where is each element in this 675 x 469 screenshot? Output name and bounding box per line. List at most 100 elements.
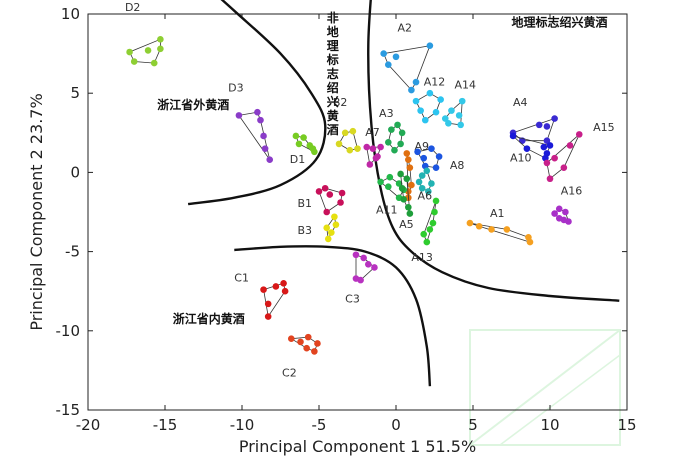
series-B3: B3 <box>297 213 340 243</box>
data-point <box>551 154 558 162</box>
data-point <box>408 181 415 189</box>
data-point <box>380 50 387 57</box>
data-point <box>405 203 412 211</box>
data-point <box>264 300 272 308</box>
data-point <box>314 340 321 347</box>
data-point <box>423 167 431 175</box>
group-label: A1 <box>490 207 505 220</box>
data-point <box>254 108 261 116</box>
series-A5: A5 <box>397 170 414 231</box>
data-point <box>363 143 371 151</box>
region-label: 浙江省内黄酒 <box>173 311 245 326</box>
x-axis-title: Principal Component 1 51.5% <box>239 437 476 456</box>
data-point <box>341 129 349 137</box>
data-point <box>543 123 551 130</box>
series-D1: D1 <box>290 132 318 166</box>
series-A15: A15 <box>543 121 615 183</box>
group-label: C1 <box>234 272 249 285</box>
y-tick-label: 10 <box>61 5 80 23</box>
data-point <box>260 286 267 293</box>
data-point <box>403 175 411 183</box>
group-label: A2 <box>398 21 413 34</box>
data-point <box>371 264 378 271</box>
boundary-curve <box>367 0 620 302</box>
boundary-curve <box>187 0 327 206</box>
data-point <box>523 145 531 152</box>
data-point <box>360 254 367 262</box>
series-B2: B2 <box>333 96 361 154</box>
data-point <box>403 150 411 157</box>
data-point <box>281 287 289 295</box>
series-A7: A7 <box>363 126 384 168</box>
y-tick-label: -15 <box>56 401 81 419</box>
group-label: A12 <box>424 75 446 88</box>
y-tick-label: -10 <box>56 322 81 340</box>
group-label: D2 <box>125 1 140 14</box>
x-axis-ticks: -20 -15 -10 -5 0 5 10 15 <box>76 14 637 434</box>
data-point <box>328 229 335 236</box>
data-point <box>420 230 428 238</box>
data-point <box>551 115 558 122</box>
data-point <box>418 172 426 179</box>
data-point <box>391 146 398 154</box>
data-point <box>261 145 269 152</box>
data-point <box>369 145 377 152</box>
data-point <box>157 36 164 43</box>
data-point <box>448 107 455 114</box>
region-label: 浙江省外黄酒 <box>157 97 229 112</box>
data-point <box>398 184 406 192</box>
group-label: C3 <box>345 292 360 305</box>
data-point <box>397 170 404 178</box>
data-point <box>414 148 421 156</box>
data-point <box>338 189 346 197</box>
data-point <box>324 235 332 243</box>
data-point <box>377 178 384 186</box>
data-point <box>392 53 400 61</box>
data-point <box>555 205 563 213</box>
series-A4: A4 <box>509 96 558 145</box>
series-A1: A1 <box>466 207 534 246</box>
data-point <box>551 210 558 217</box>
group-label: A16 <box>561 185 583 198</box>
y-axis-ticks: -15 -10 -5 0 5 10 <box>56 5 627 419</box>
data-point <box>562 208 569 216</box>
decision-boundaries <box>187 0 620 387</box>
data-point <box>421 116 429 124</box>
data-point <box>426 89 434 97</box>
data-point <box>323 208 331 216</box>
data-point <box>346 146 354 154</box>
group-label: D3 <box>228 82 243 95</box>
data-point <box>337 199 344 206</box>
series-B1: B1 <box>297 184 346 216</box>
series-A13: A13 <box>411 197 440 264</box>
data-point <box>445 119 452 127</box>
data-point <box>503 226 511 233</box>
series-D3: D3 <box>228 82 274 164</box>
group-label: A14 <box>455 78 477 91</box>
data-point <box>441 115 449 122</box>
data-point <box>331 213 338 221</box>
y-axis-title: Principal Component 2 23.7% <box>27 93 46 330</box>
x-tick-label: 5 <box>468 416 478 434</box>
data-point <box>280 279 287 287</box>
data-point <box>437 96 444 103</box>
group-label: D1 <box>290 153 305 166</box>
data-point <box>457 121 464 129</box>
data-point <box>431 208 438 216</box>
data-point <box>303 344 310 352</box>
x-tick-label: 0 <box>391 416 401 434</box>
group-label: A13 <box>411 251 433 264</box>
group-label: A15 <box>593 121 615 134</box>
data-point <box>130 58 138 65</box>
series-A2: A2 <box>380 21 434 94</box>
data-point <box>417 107 424 114</box>
group-label: A4 <box>513 96 528 109</box>
series-D2: D2 <box>125 1 164 67</box>
data-point <box>475 222 483 230</box>
data-point <box>543 159 551 167</box>
data-point <box>366 161 374 168</box>
series-A3: A3 <box>379 107 406 154</box>
data-point <box>260 132 267 140</box>
data-point <box>543 137 551 145</box>
